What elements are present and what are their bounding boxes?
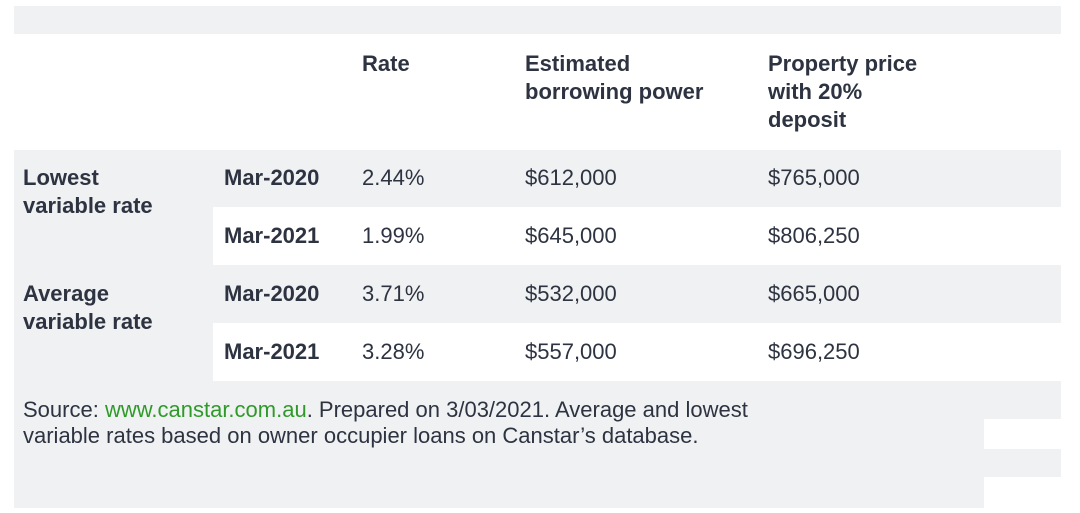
cell-rate: 2.44% [362,165,425,190]
footnote-line-1: Source: www.canstar.com.au. Prepared on … [23,397,748,422]
cell-borrowing: $557,000 [525,339,617,364]
cell-property: $696,250 [768,339,860,364]
cell-borrowing: $532,000 [525,281,617,306]
cell-date: Mar-2020 [224,165,320,190]
cell-date: Mar-2020 [224,281,320,306]
group-label-bg-2 [14,323,213,381]
cell-property: $765,000 [768,165,860,190]
cell-rate: 3.71% [362,281,425,306]
cell-date: Mar-2021 [224,223,320,248]
row-bg-3 [14,265,1061,323]
cell-borrowing: $645,000 [525,223,617,248]
footnote-line-2: variable rates based on owner occupier l… [23,423,699,448]
header-property-price: Property price with 20% deposit [768,51,918,132]
canstar-link[interactable]: www.canstar.com.au [104,397,307,422]
group-label-bg-1 [14,207,213,265]
row-bg-1 [14,150,1061,207]
cell-rate: 3.28% [362,339,425,364]
group-label-lowest: Lowest variable rate [23,165,153,218]
header-borrowing-power: Estimated borrowing power [525,51,704,104]
header-rate: Rate [362,51,410,76]
cell-rate: 1.99% [362,223,425,248]
footnote-gap-2 [984,477,1061,508]
footnote-bg [14,381,1061,508]
source-footnote: Source: www.canstar.com.au. Prepared on … [23,397,983,449]
group-label-average: Average variable rate [23,281,153,334]
cell-borrowing: $612,000 [525,165,617,190]
footnote-gap-1 [984,419,1061,449]
cell-property: $665,000 [768,281,860,306]
top-band [14,6,1061,34]
cell-property: $806,250 [768,223,860,248]
cell-date: Mar-2021 [224,339,320,364]
